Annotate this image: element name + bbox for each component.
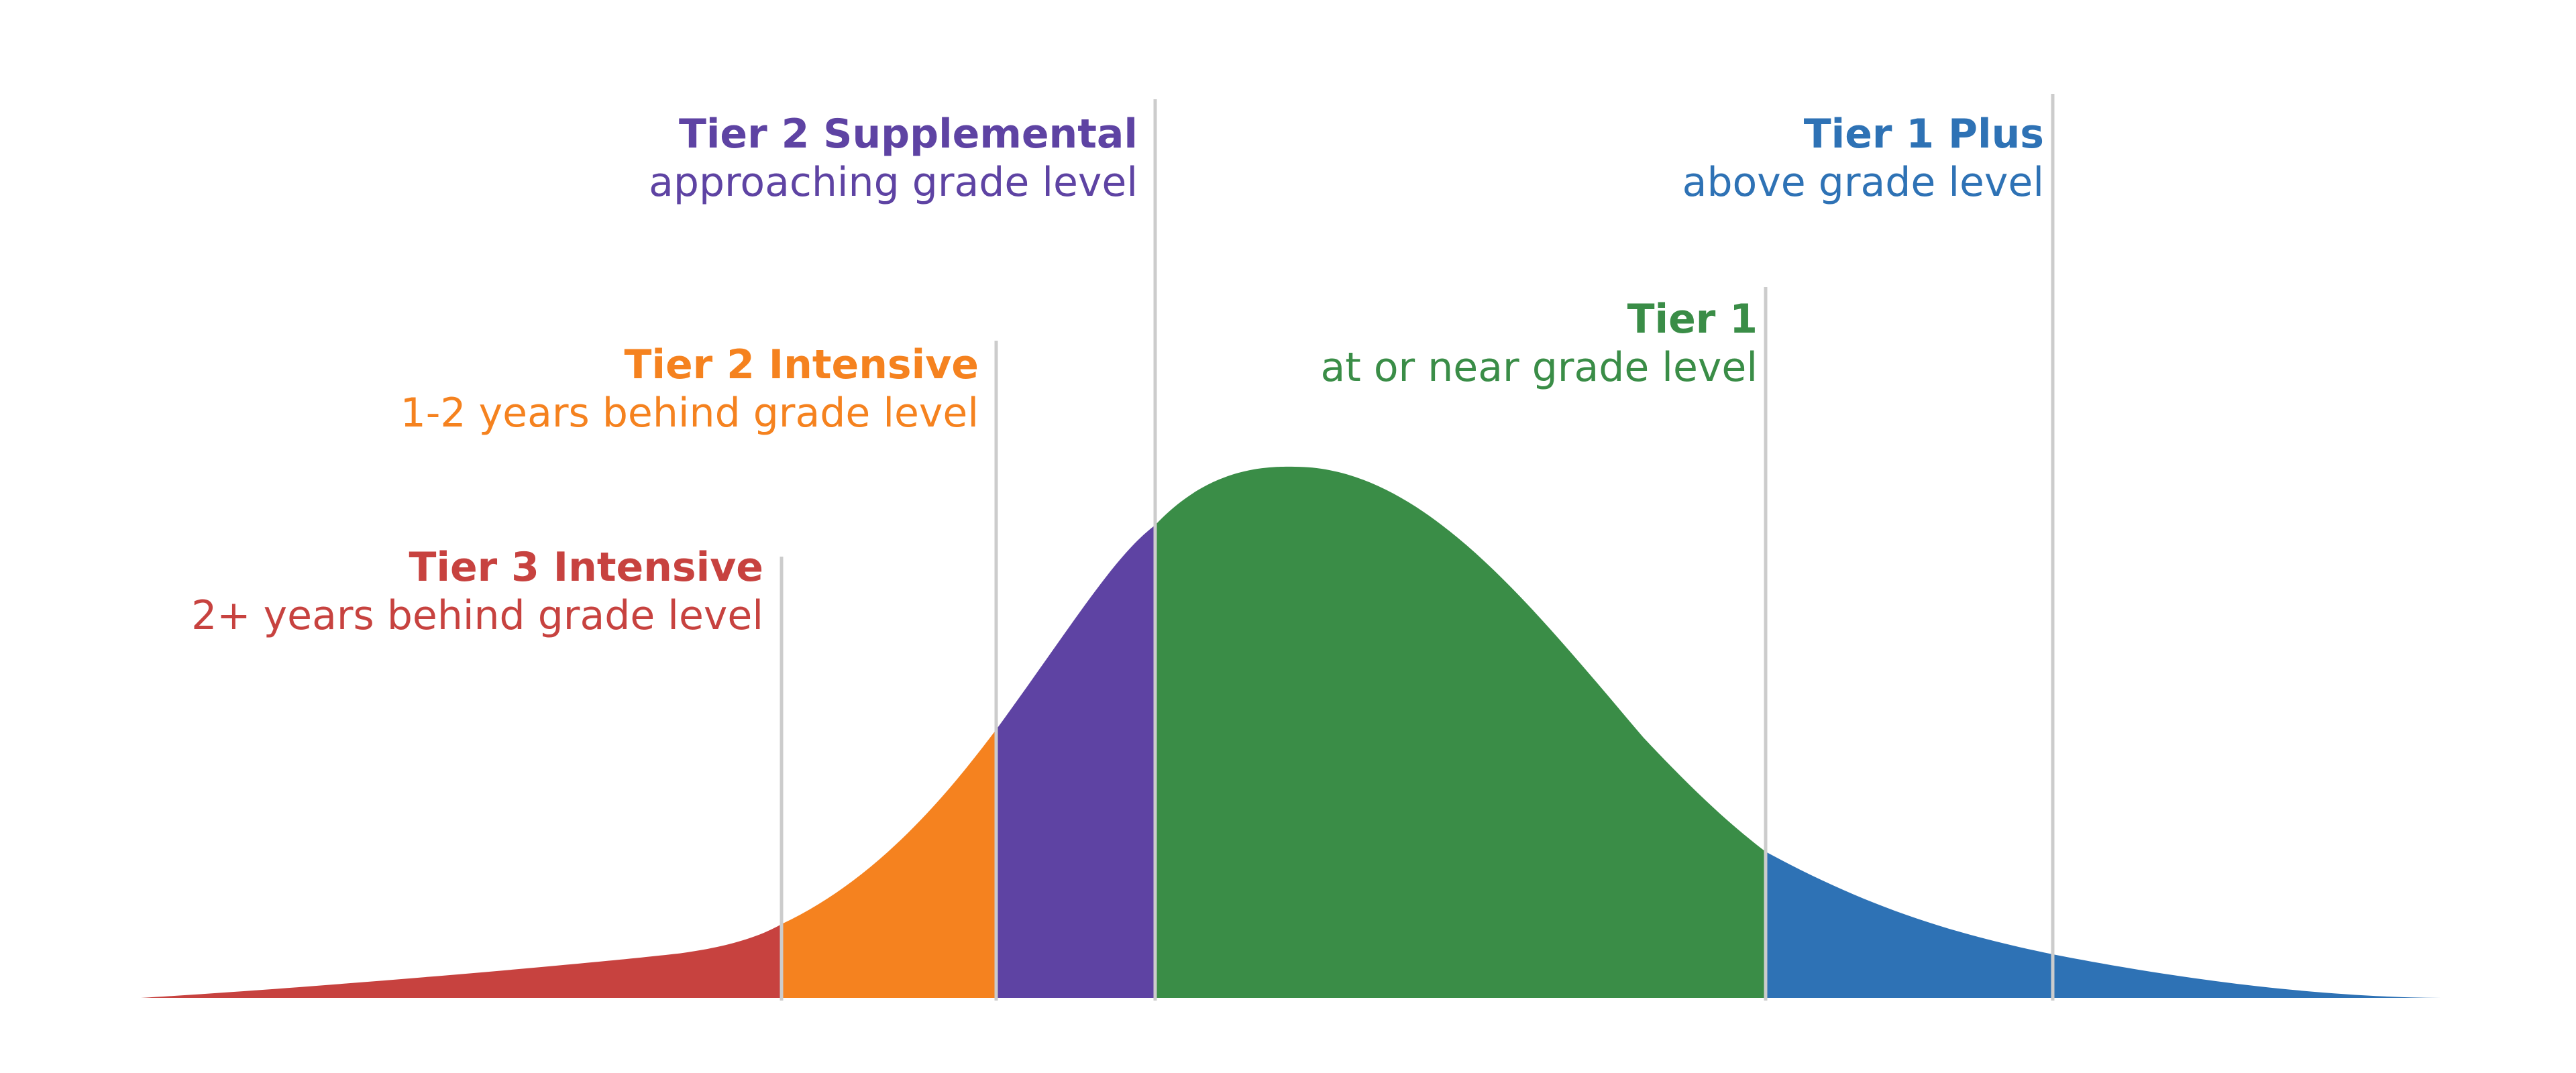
tier2-supplemental-label: Tier 2 Supplemental approaching grade le… [649,110,1138,207]
tier2-supplemental-description: approaching grade level [649,159,1138,206]
tier2-intensive-band [782,466,997,998]
tier1-plus-label: Tier 1 Plus above grade level [1682,110,2044,207]
tier1-title: Tier 1 [1627,296,1758,343]
tier1-label: Tier 1 at or near grade level [1320,295,1758,392]
tier2-intensive-description: 1-2 years behind grade level [400,390,979,437]
tier3-label: Tier 3 Intensive 2+ years behind grade l… [191,543,763,640]
tier2-intensive-title: Tier 2 Intensive [624,341,979,388]
tier1-band [1155,466,1766,998]
tier3-description: 2+ years behind grade level [191,592,763,639]
tier2-intensive-label: Tier 2 Intensive 1-2 years behind grade … [400,341,979,437]
tier1-description: at or near grade level [1320,344,1758,391]
tier1-plus-band [1766,466,2449,998]
tier3-title: Tier 3 Intensive [409,544,763,591]
tier1-plus-description: above grade level [1682,159,2044,206]
tier1-plus-title: Tier 1 Plus [1803,111,2044,158]
tier3-band [141,466,782,998]
tier2-supplemental-band [996,466,1156,998]
tier2-supplemental-title: Tier 2 Supplemental [678,111,1138,158]
